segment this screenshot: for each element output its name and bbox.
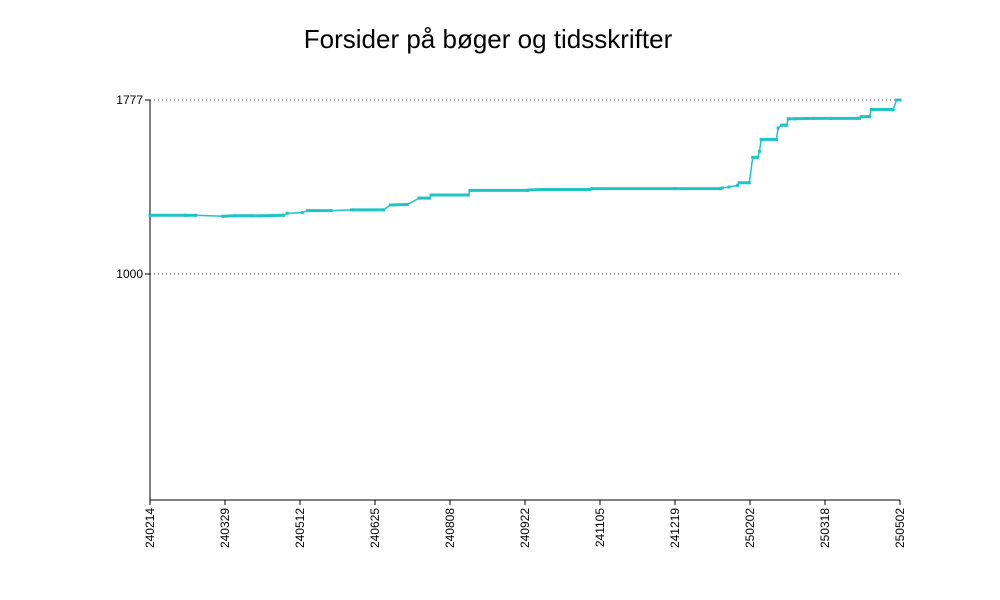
series-step <box>261 213 284 218</box>
y-tick-label-0: 1000 <box>116 267 143 281</box>
x-tick-label-5: 240922 <box>518 508 532 548</box>
y-ticks: 1000 1777 <box>116 93 150 281</box>
chart-title: Forsider på bøger og tidsskrifter <box>303 24 673 54</box>
data-point <box>300 211 304 215</box>
x-tick-label-6: 241105 <box>593 508 607 547</box>
grid-lines <box>150 99 900 275</box>
series <box>148 98 902 218</box>
data-point <box>720 186 724 190</box>
x-tick-label-7: 241219 <box>668 508 682 548</box>
y-tick-label-1: 1777 <box>116 93 143 107</box>
series-step <box>222 214 235 218</box>
x-tick-label-1: 240329 <box>218 508 232 548</box>
x-tick-label-8: 250202 <box>743 508 757 548</box>
x-ticks: 240214 240329 240512 240625 240808 240922 2411… <box>143 500 907 548</box>
x-tick-label-10: 250502 <box>893 508 907 548</box>
x-tick-label-4: 240808 <box>443 508 457 548</box>
data-point <box>735 183 739 187</box>
data-point <box>727 185 731 189</box>
data-point <box>776 126 780 130</box>
x-tick-label-0: 240214 <box>143 508 157 548</box>
axes <box>149 100 900 501</box>
x-tick-label-3: 240625 <box>368 508 382 548</box>
x-tick-label-2: 240512 <box>293 508 307 548</box>
data-point <box>757 149 761 153</box>
x-tick-label-9: 250318 <box>818 508 832 548</box>
data-point <box>285 211 289 215</box>
